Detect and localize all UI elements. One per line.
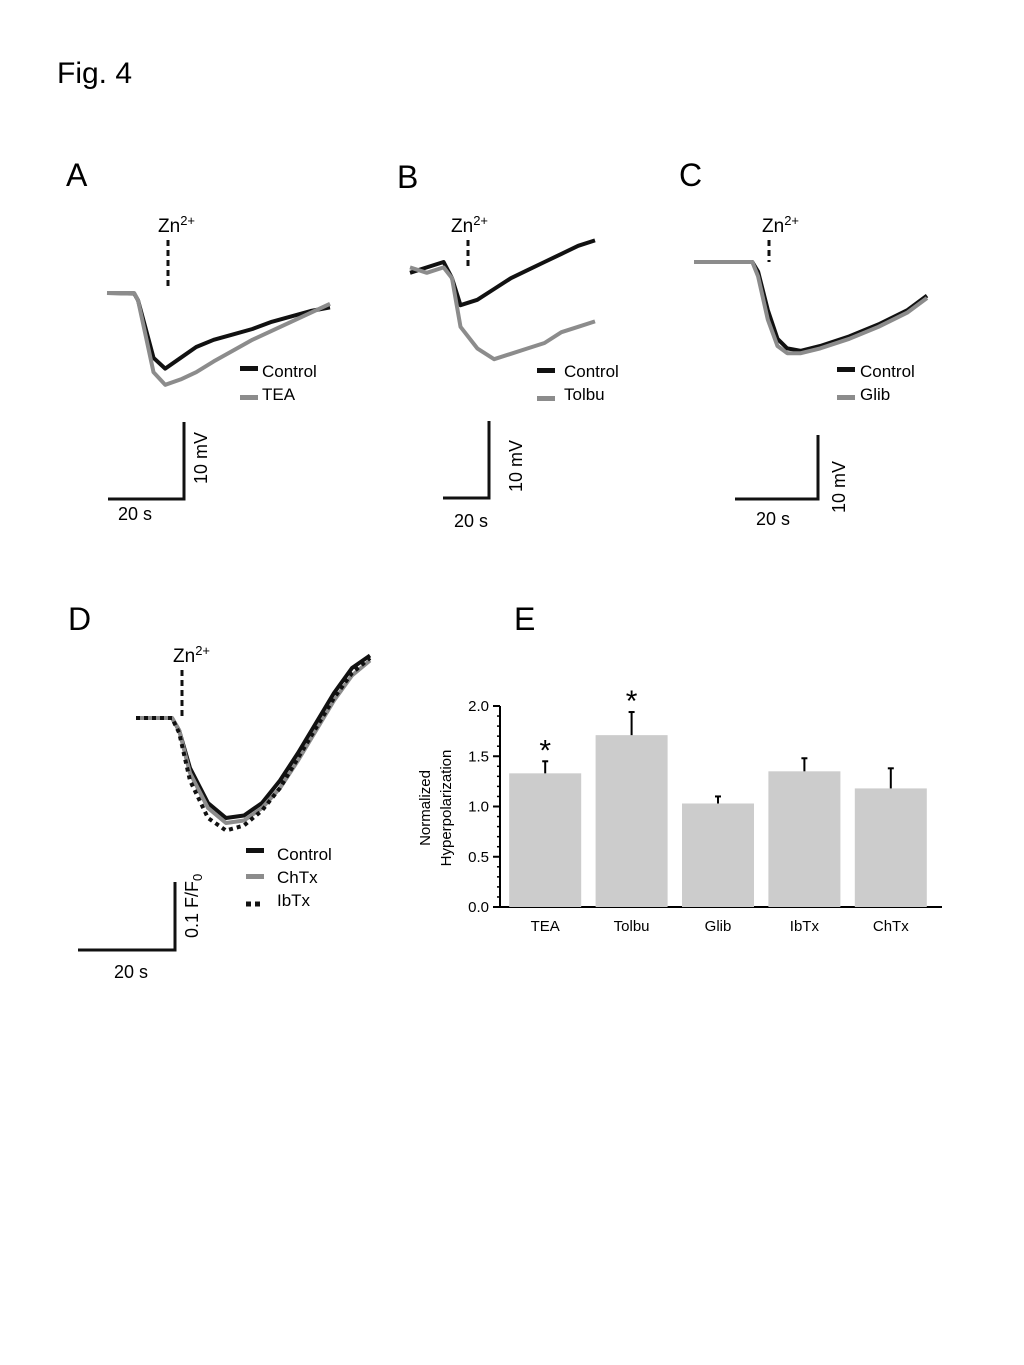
panel-a-traces (106, 291, 331, 387)
panel-a-scale-x: 20 s (118, 504, 152, 524)
bar-chtx (854, 788, 927, 907)
panel-c-legend-control: Control (860, 362, 915, 381)
panel-c-label: C (679, 157, 702, 193)
panel-b-traces (409, 238, 596, 362)
panel-d-traces (136, 653, 372, 833)
panel-d: D Zn2+ Control ChTx IbTx 0.1 F/F0 20 s (68, 601, 372, 982)
panel-c-scale-y: 10 mV (829, 461, 849, 513)
panel-c: C Zn2+ Control Glib 10 mV 20 s (679, 157, 929, 529)
panel-b-scale-y: 10 mV (506, 440, 526, 492)
panel-b-trace-tolbu (409, 265, 596, 362)
bar-y-tick-label: 2.0 (468, 698, 489, 715)
panel-d-scale-y: 0.1 F/F0 (182, 874, 205, 938)
panel-b-legend-swatch-control (537, 368, 555, 373)
panel-c-stim-label: Zn2+ (762, 213, 799, 237)
bar-x-tick-label: TEA (531, 918, 560, 935)
panel-c-trace-control (694, 260, 929, 353)
panel-d-trace-ibtx (136, 656, 372, 833)
panel-c-trace-glib (694, 260, 929, 356)
bar-tea (509, 773, 582, 907)
bar-tolbu (595, 735, 668, 907)
panel-a: A Zn2+ Control TEA 10 mV 20 s (66, 157, 331, 524)
panel-c-legend-swatch-control (837, 367, 855, 372)
bar-x-tick-label: ChTx (873, 918, 909, 935)
panel-a-label: A (66, 157, 88, 193)
panel-b-legend-control: Control (564, 362, 619, 381)
panel-a-legend-treatment: TEA (262, 385, 296, 404)
panel-b-legend-swatch-treatment (537, 396, 555, 401)
panel-b: B Zn2+ Control Tolbu 10 mV 20 s (397, 159, 619, 531)
panel-c-legend-swatch-treatment (837, 395, 855, 400)
bar-y-tick-label: 0.0 (468, 899, 489, 916)
panel-b-scale-bar (443, 421, 491, 500)
panel-d-legend-control: Control (277, 845, 332, 864)
panel-a-legend-swatch-control (240, 366, 258, 371)
panel-d-label: D (68, 601, 91, 637)
panel-b-stim-label: Zn2+ (451, 213, 488, 237)
bar-y-tick-label: 1.0 (468, 799, 489, 816)
panel-d-scale-x: 20 s (114, 962, 148, 982)
panel-a-trace-tea (107, 291, 331, 387)
panel-d-stim-label: Zn2+ (173, 643, 210, 667)
panel-c-scale-x: 20 s (756, 509, 790, 529)
panel-d-legend-swatch-chtx (246, 874, 264, 879)
panel-e-label: E (514, 601, 535, 637)
bar-y-tick-label: 0.5 (468, 849, 489, 866)
significance-marker: * (539, 734, 551, 767)
panel-b-scale-x: 20 s (454, 511, 488, 531)
bar-x-tick-label: IbTx (790, 918, 820, 935)
panel-e: E 0.0 0.5 1.0 1.5 2.0 Normalized Hyperpolariza… (417, 601, 942, 935)
panel-a-stim-label: Zn2+ (158, 213, 195, 237)
bar-ibtx (768, 771, 841, 907)
panel-c-traces (694, 260, 929, 356)
panel-a-scale-bar (108, 422, 186, 501)
panel-d-trace-chtx (136, 658, 372, 825)
panel-b-trace-control (409, 238, 596, 308)
panel-c-legend-treatment: Glib (860, 385, 890, 404)
panel-d-trace-control (136, 653, 372, 820)
panel-d-legend-ibtx: IbTx (277, 891, 311, 910)
panel-e-bar-chart: 0.0 0.5 1.0 1.5 2.0 Normalized Hyperpolarizati… (417, 685, 942, 935)
panel-a-scale-y: 10 mV (191, 432, 211, 484)
panel-a-legend-swatch-treatment (240, 395, 258, 400)
figure-title: Fig. 4 (57, 57, 132, 90)
bar-x-tick-label: Tolbu (614, 918, 650, 935)
panel-d-legend-swatch-control (246, 848, 264, 853)
bar-x-tick-label: Glib (705, 918, 732, 935)
panel-b-label: B (397, 159, 418, 195)
bar-y-tick-label: 1.5 (468, 748, 489, 765)
panel-c-scale-bar (735, 435, 820, 501)
bar-glib (682, 803, 754, 907)
panel-d-legend-chtx: ChTx (277, 868, 318, 887)
panel-d-scale-bar (78, 882, 177, 952)
panel-b-legend-treatment: Tolbu (564, 385, 605, 404)
panel-a-legend-control: Control (262, 362, 317, 381)
bar-y-axis-label: Normalized Hyperpolarization (417, 750, 455, 867)
significance-marker: * (626, 685, 638, 718)
